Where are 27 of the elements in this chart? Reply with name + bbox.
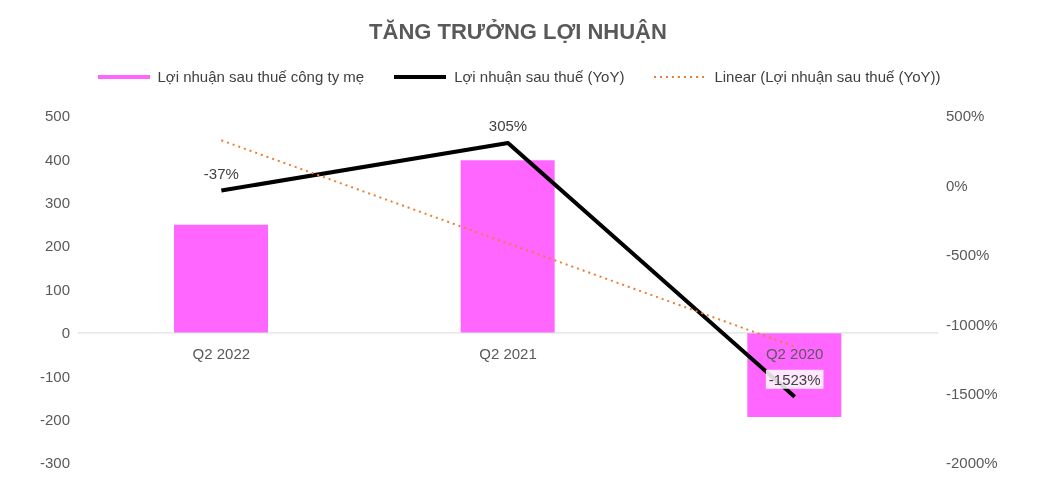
y2-tick-label: 500% [946,107,985,125]
y2-tick-label: -1500% [946,384,998,402]
y2-tick-label: -1000% [946,315,998,333]
legend-label: Lợi nhuận sau thuế (YoY) [454,68,625,85]
y-tick-label: 0 [61,324,70,342]
y-tick-label: -100 [39,367,70,385]
x-tick-label: Q2 2021 [479,344,537,362]
y-tick-label: -300 [39,454,70,472]
legend-label: Linear (Lợi nhuận sau thuế (YoY)) [714,68,941,85]
x-tick-label: Q2 2022 [192,344,251,362]
chart-title: TĂNG TRƯỞNG LỢI NHUẬN [368,18,668,46]
data-label: -37% [203,164,239,182]
y2-tick-label: -500% [946,246,990,264]
data-label: 305% [488,117,528,135]
y-tick-label: 400 [44,150,70,168]
bar [174,224,268,333]
bar [460,160,555,333]
y-tick-label: -200 [39,410,70,428]
y-tick-label: 100 [44,280,70,298]
y2-tick-label: -2000% [946,454,998,472]
data-label: -1523% [768,370,821,388]
y-tick-label: 300 [44,194,70,212]
y-tick-label: 200 [44,237,70,255]
y2-tick-label: 0% [946,176,968,194]
legend-label: Lợi nhuận sau thuế công ty mẹ [157,68,365,85]
y-tick-label: 500 [44,107,70,125]
x-tick-label: Q2 2020 [765,344,824,362]
